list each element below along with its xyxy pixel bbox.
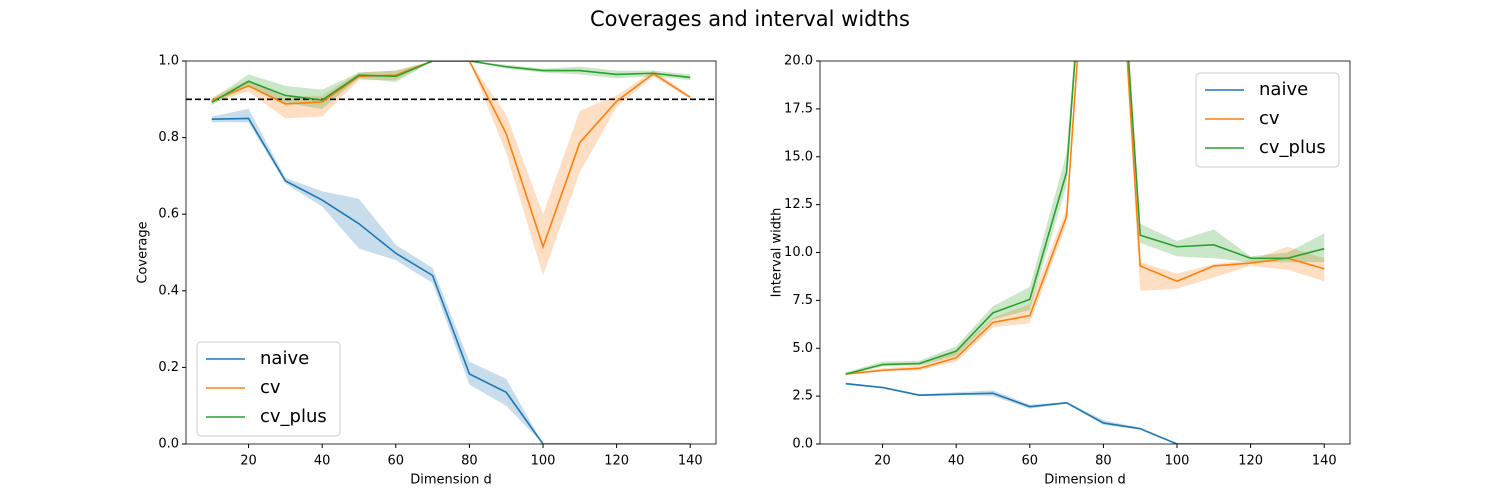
legend-label: cv_plus <box>260 406 327 427</box>
x-axis-label: Dimension d <box>410 473 492 488</box>
legend-box <box>196 341 341 437</box>
axes-frame <box>185 60 717 445</box>
y-tick-label: 7.5 <box>792 293 813 308</box>
y-tick-label: 17.5 <box>784 101 813 116</box>
x-tick-label: 40 <box>314 454 331 469</box>
x-tick-label: 20 <box>240 454 257 469</box>
x-tick-label: 80 <box>461 454 478 469</box>
x-axis-label: Dimension d <box>1044 473 1126 488</box>
line <box>845 61 1325 375</box>
plot-area <box>845 61 1325 444</box>
confidence-band <box>845 61 1325 376</box>
y-tick-label: 2.5 <box>792 389 813 404</box>
x-tick-label: 60 <box>388 454 405 469</box>
y-tick-label: 0.0 <box>158 437 179 452</box>
line <box>845 61 1325 375</box>
legend-label: naive <box>1259 79 1308 100</box>
y-tick-label: 5.0 <box>792 341 813 356</box>
legend-label: cv_plus <box>1259 137 1326 158</box>
y-tick-label: 0.2 <box>158 360 179 375</box>
legend-label: cv <box>260 377 281 398</box>
x-tick-label: 120 <box>1238 454 1263 469</box>
legend-label: naive <box>260 348 309 369</box>
x-tick-label: 140 <box>1312 454 1337 469</box>
x-tick-label: 60 <box>1022 454 1039 469</box>
line <box>211 61 691 104</box>
line <box>845 382 1325 444</box>
line <box>211 117 691 444</box>
legend-box <box>1195 72 1340 168</box>
confidence-band <box>211 61 691 109</box>
x-tick-label: 20 <box>874 454 891 469</box>
confidence-band <box>845 61 1325 376</box>
y-tick-label: 0.6 <box>158 207 179 222</box>
y-tick-label: 12.5 <box>784 197 813 212</box>
axes-frame <box>819 60 1351 445</box>
x-tick-label: 40 <box>948 454 965 469</box>
y-tick-label: 1.0 <box>158 54 179 69</box>
y-tick-label: 15.0 <box>784 149 813 164</box>
x-tick-label: 100 <box>531 454 556 469</box>
y-tick-label: 20.0 <box>784 54 813 69</box>
x-tick-label: 140 <box>678 454 703 469</box>
x-tick-label: 100 <box>1165 454 1190 469</box>
plot-area <box>186 61 716 444</box>
y-tick-label: 10.0 <box>784 245 813 260</box>
y-axis-label: Coverage <box>136 221 151 283</box>
y-axis-label: Interval width <box>770 208 785 298</box>
y-tick-label: 0.0 <box>792 437 813 452</box>
figure-title: Coverages and interval widths <box>590 7 910 31</box>
x-tick-label: 120 <box>604 454 629 469</box>
x-tick-label: 80 <box>1095 454 1112 469</box>
y-tick-label: 0.8 <box>158 130 179 145</box>
legend-label: cv <box>1259 108 1280 129</box>
y-tick-label: 0.4 <box>158 283 179 298</box>
line <box>211 61 691 250</box>
